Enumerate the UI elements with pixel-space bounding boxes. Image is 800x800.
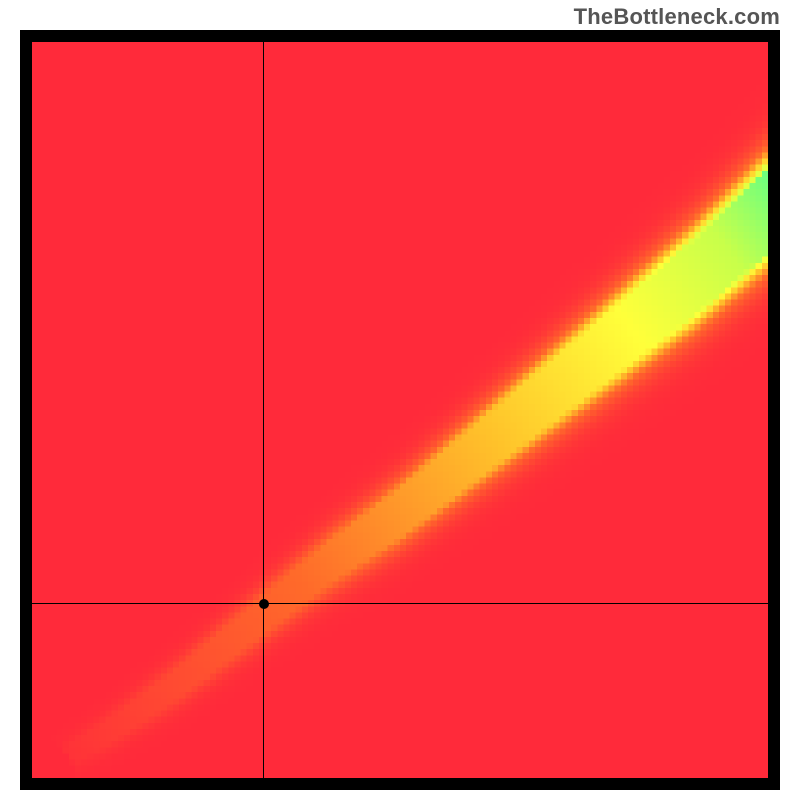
crosshair-point xyxy=(259,599,269,609)
watermark-text: TheBottleneck.com xyxy=(574,4,780,30)
crosshair-horizontal xyxy=(32,603,768,604)
figure-container: TheBottleneck.com xyxy=(0,0,800,800)
heatmap-canvas xyxy=(32,42,768,778)
crosshair-vertical xyxy=(263,42,264,778)
plot-area xyxy=(32,42,768,778)
